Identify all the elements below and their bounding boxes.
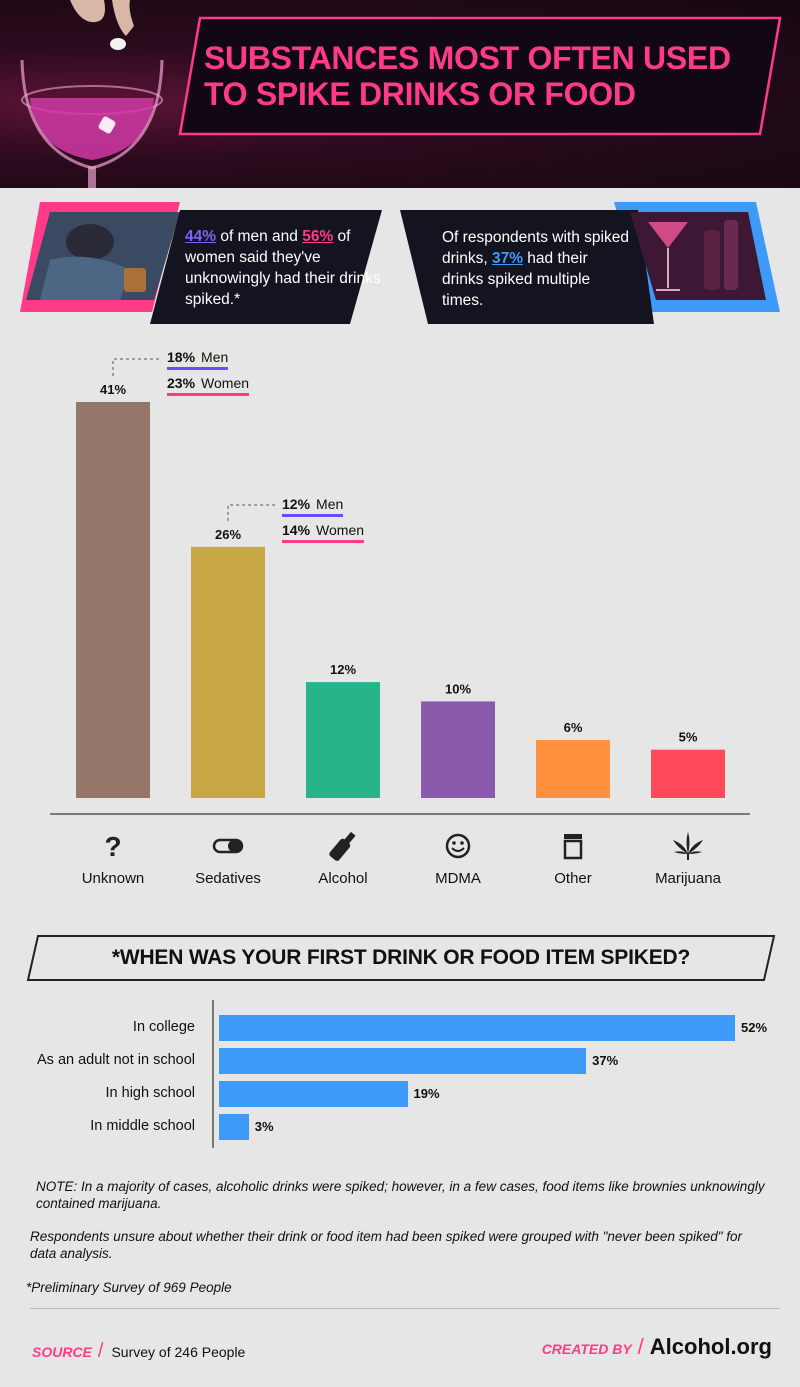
bar-other [536, 740, 610, 798]
jar-icon [563, 834, 583, 860]
stat-panel-multiple: Of respondents with spiked drinks, 37% h… [398, 200, 782, 326]
note-alcohol: NOTE: In a majority of cases, alcoholic … [36, 1179, 765, 1211]
page-title: SUBSTANCES MOST OFTEN USED TO SPIKE DRIN… [204, 40, 731, 112]
unknown-men-breakdown: 18% Men [167, 349, 229, 370]
hbar-value-label: 19% [413, 1086, 440, 1101]
question-banner: *WHEN WAS YOUR FIRST DRINK OR FOOD ITEM … [26, 934, 776, 982]
category-label-alcohol: Alcohol [318, 870, 368, 887]
note-unsure: Respondents unsure about whether their d… [30, 1229, 743, 1261]
substances-bar-chart: 41% 26% 12% 10% 6% 5% [50, 358, 750, 815]
hbar-value-label: 3% [254, 1119, 274, 1134]
callout-connector [227, 504, 276, 521]
note-preliminary-survey: *Preliminary Survey of 969 People [26, 1280, 232, 1295]
hbar-value-label: 52% [741, 1020, 768, 1035]
smiley-icon [445, 833, 471, 859]
category-label-sedatives: Sedatives [195, 870, 261, 887]
hbar-row: As an adult not in school 37% [0, 1048, 800, 1074]
created-by-label: CREATED BY [541, 1341, 632, 1357]
category-label-mdma: MDMA [435, 870, 481, 887]
value-label-alcohol: 12% [330, 662, 356, 677]
men-spiked-pct: 44% [185, 228, 217, 245]
hbar-axis-line [212, 1000, 214, 1148]
category-label-unknown: Unknown [81, 870, 145, 887]
sedatives-women-breakdown: 14% Women [282, 522, 365, 543]
bar-mdma [421, 701, 495, 798]
hbar [219, 1015, 735, 1041]
hbar-row: In high school 19% [0, 1081, 800, 1107]
multiple-spiked-pct: 37% [491, 250, 523, 267]
svg-text:?: ? [104, 831, 121, 862]
category-label-other: Other [554, 870, 592, 887]
value-label-mdma: 10% [445, 681, 471, 696]
hbar-row: In middle school 3% [0, 1114, 800, 1140]
hbar-label: In middle school [90, 1118, 195, 1134]
sedatives-men-breakdown: 12% Men [282, 496, 344, 517]
leaf-icon [673, 832, 703, 860]
question-icon: ? [104, 831, 121, 862]
bar-alcohol [306, 682, 380, 798]
footer-divider [30, 1308, 780, 1309]
hbar [219, 1048, 587, 1074]
bar-unknown [76, 402, 150, 798]
brand-logo[interactable]: Alcohol.org [649, 1334, 772, 1359]
title-box: SUBSTANCES MOST OFTEN USED TO SPIKE DRIN… [178, 16, 782, 136]
footer-source: SOURCE / Survey of 246 People [32, 1340, 246, 1362]
value-label-marijuana: 5% [679, 730, 698, 745]
callout-connector [112, 358, 161, 376]
stat-panel-gender: 44% of men and 56% of women said they've… [20, 200, 400, 326]
value-label-other: 6% [564, 720, 583, 735]
hbar-label: In college [132, 1019, 195, 1035]
spiked-glass-illustration [20, 0, 164, 188]
question-title: *WHEN WAS YOUR FIRST DRINK OR FOOD ITEM … [111, 946, 691, 969]
hbar-value-label: 37% [592, 1053, 619, 1068]
pill-icon [212, 838, 244, 854]
footer-credit: CREATED BY / Alcohol.org [541, 1334, 772, 1359]
hbar-label: In high school [105, 1085, 195, 1101]
hbar [219, 1081, 408, 1107]
value-label-sedatives: 26% [215, 527, 241, 542]
hbar-row: In college 52% [0, 1015, 800, 1041]
bar-sedatives [191, 546, 265, 798]
header-banner: SUBSTANCES MOST OFTEN USED TO SPIKE DRIN… [0, 0, 800, 188]
bar-marijuana [651, 749, 725, 798]
source-text: Survey of 246 People [111, 1344, 246, 1360]
category-label-marijuana: Marijuana [655, 870, 721, 887]
source-label: SOURCE [32, 1344, 92, 1360]
hbar-label: As an adult not in school [37, 1052, 195, 1068]
hbar [219, 1114, 249, 1140]
value-label-unknown: 41% [100, 382, 126, 397]
unknown-women-breakdown: 23% Women [167, 375, 250, 396]
stat-multiple-text: Of respondents with spiked drinks, 37% h… [442, 229, 629, 309]
women-spiked-pct: 56% [302, 228, 334, 245]
bottle-icon [329, 831, 356, 861]
stat-gender-text: 44% of men and 56% of women said they've… [185, 228, 381, 308]
